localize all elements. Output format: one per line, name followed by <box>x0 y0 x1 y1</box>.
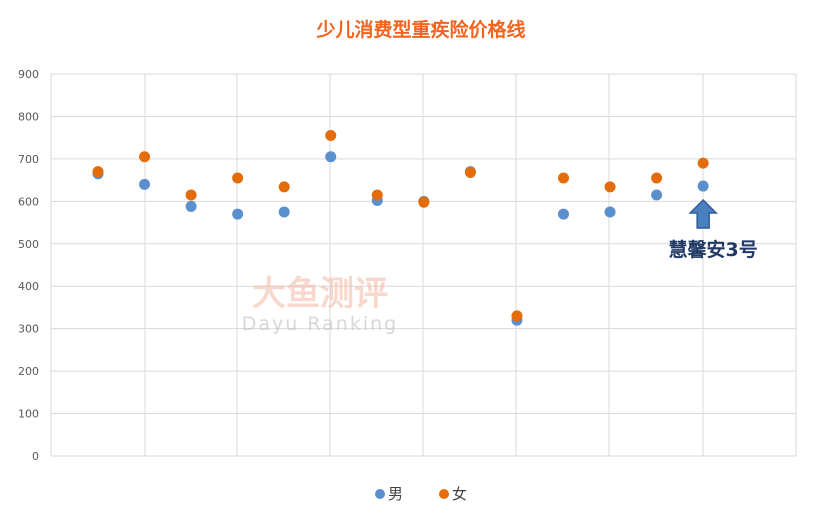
y-tick-label: 800 <box>18 110 39 123</box>
female-point <box>464 166 476 178</box>
female-point <box>697 157 709 169</box>
female-point <box>651 172 663 184</box>
female-point <box>604 181 616 193</box>
y-tick-label: 500 <box>18 238 39 251</box>
legend-label: 男 <box>388 485 403 503</box>
legend-marker <box>375 489 385 499</box>
y-tick-label: 100 <box>18 408 39 421</box>
y-tick-label: 900 <box>18 68 39 81</box>
female-point <box>371 189 383 201</box>
y-tick-label: 600 <box>18 195 39 208</box>
y-tick-label: 700 <box>18 153 39 166</box>
y-tick-label: 0 <box>32 450 39 463</box>
y-tick-label: 300 <box>18 323 39 336</box>
annotation: 慧馨安3号 <box>669 198 758 261</box>
male-point <box>651 189 663 201</box>
y-axis-tick-labels: 900 800 700 600 500 400 300 200 100 0 <box>18 68 39 463</box>
female-point <box>232 172 244 184</box>
watermark: 大鱼测评 Dayu Ranking <box>242 274 398 335</box>
female-point <box>418 196 430 208</box>
female-point <box>558 172 569 184</box>
legend-label: 女 <box>452 485 467 503</box>
y-tick-label: 200 <box>18 365 39 378</box>
female-point <box>139 151 151 163</box>
y-tick-label: 400 <box>18 280 39 293</box>
vertical-gridlines <box>144 74 704 456</box>
data-points <box>92 130 709 326</box>
female-point <box>92 166 104 178</box>
female-point <box>278 181 290 193</box>
watermark-cn: 大鱼测评 <box>252 274 388 314</box>
male-point <box>232 208 244 220</box>
plot-frame <box>50 73 797 457</box>
up-arrow-icon <box>688 198 718 229</box>
annotation-label: 慧馨安3号 <box>669 238 758 261</box>
male-point <box>139 178 151 190</box>
male-point <box>604 206 616 218</box>
watermark-en: Dayu Ranking <box>242 313 398 335</box>
female-point <box>511 310 523 322</box>
male-point <box>185 200 197 212</box>
legend-marker <box>439 489 449 499</box>
male-point <box>278 206 290 218</box>
legend: 男女 <box>375 485 467 503</box>
male-point <box>325 151 337 163</box>
male-point <box>558 208 569 220</box>
female-point <box>325 130 337 142</box>
male-point <box>697 180 709 192</box>
female-point <box>185 189 197 201</box>
chart-title: 少儿消费型重疾险价格线 <box>315 18 525 41</box>
